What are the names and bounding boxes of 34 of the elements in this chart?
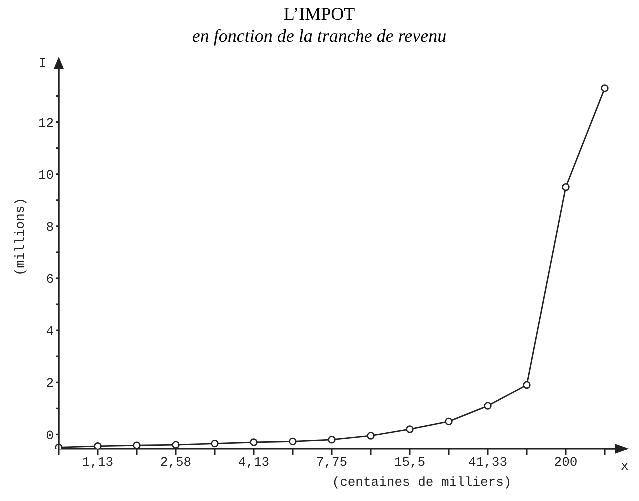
y-tick-label: 12 — [38, 116, 54, 131]
chart-title: L’IMPOT — [282, 4, 356, 25]
point — [367, 432, 375, 440]
text: x — [621, 459, 629, 474]
y-tick-label: 6 — [46, 272, 54, 288]
point — [133, 442, 141, 449]
point — [289, 438, 297, 446]
point — [484, 402, 492, 410]
y-tick-label: 4 — [46, 324, 54, 340]
chart-subtitle: en fonction de la tranche de revenu — [191, 26, 448, 47]
point — [250, 438, 258, 446]
y-axis-title: (millions) — [13, 198, 28, 276]
point — [562, 184, 570, 192]
x-tick-label: 4,13 — [238, 455, 270, 470]
point — [445, 418, 453, 426]
x-axis-title: (centaines de milliers) — [332, 475, 512, 490]
point — [328, 436, 336, 444]
x-tick-label: 2,58 — [160, 455, 192, 470]
y-tick-label: 8 — [46, 220, 54, 236]
point — [94, 442, 102, 449]
point — [211, 440, 219, 448]
x-tick-label: 7,75 — [316, 455, 348, 470]
x-tick-label: 200 — [554, 455, 578, 470]
x-tick-label: 15,5 — [394, 455, 426, 470]
x-tick-label: 41,33 — [468, 455, 508, 470]
point — [523, 381, 531, 390]
y-tick-label: 10 — [38, 168, 54, 183]
point — [601, 84, 609, 92]
point — [406, 426, 414, 434]
point — [172, 441, 180, 449]
text: I — [39, 56, 47, 71]
y-tick-label: 2 — [46, 376, 54, 392]
y-tick-label: 0 — [46, 428, 54, 444]
x-tick-label: 1,13 — [82, 455, 114, 470]
